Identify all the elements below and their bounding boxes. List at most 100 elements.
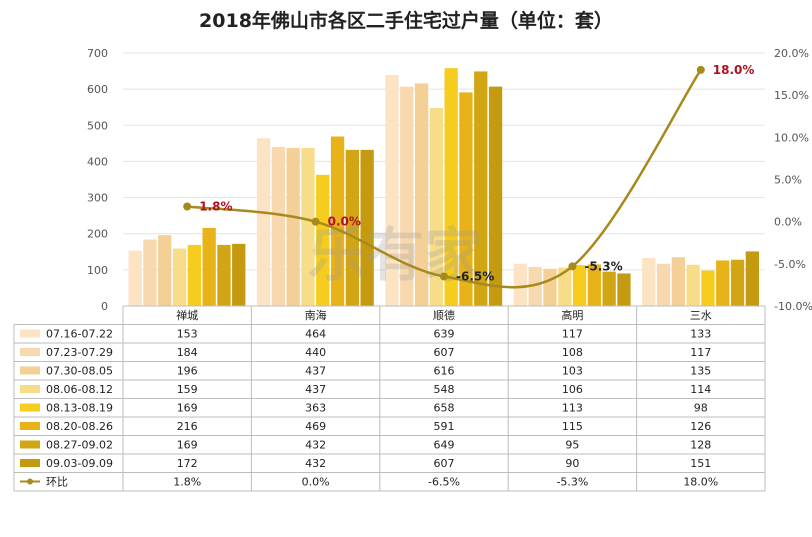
y-left-tick-label: 500 [87,119,108,132]
bar [572,265,587,306]
table-cell: 159 [177,383,198,396]
bar [686,264,700,306]
bar [271,146,285,306]
y-left-tick-label: 600 [87,83,108,96]
y-right-tick-label: 5.0% [774,174,802,187]
y-left-tick-label: 100 [87,264,108,277]
legend-label: 07.16-07.22 [46,328,113,341]
line-data-label: 1.8% [199,199,232,213]
bar [513,263,527,306]
legend-swatch [20,422,40,430]
legend-label: 07.30-08.05 [46,365,113,378]
table-cell: 363 [305,402,326,415]
table-cell: 658 [434,402,455,415]
legend-swatch [20,385,40,393]
y-left-tick-label: 400 [87,155,108,168]
line-point [568,262,577,271]
bar [459,92,473,306]
line-point [183,202,192,211]
bar [385,75,399,306]
table-cell: 184 [177,346,198,359]
table-cell: 639 [434,328,455,341]
legend-swatch [20,403,40,412]
legend-label: 07.23-07.29 [46,346,113,359]
table-cell: 607 [434,457,455,470]
table-cell: 172 [177,457,198,470]
legend-label: 环比 [46,476,68,489]
bar [345,149,359,306]
y-right-tick-label: 0.0% [774,216,802,229]
table-cell: -6.5% [428,476,460,489]
table-cell: 437 [305,365,326,378]
table-cell: 196 [177,365,198,378]
bar [232,243,246,306]
bar [172,248,187,306]
table-cell: 0.0% [302,476,330,489]
bar [187,244,201,306]
table-cell: 126 [690,420,711,433]
bar [528,266,542,306]
bar [444,68,458,307]
table-cell: 114 [690,383,711,396]
legend-label: 08.20-08.26 [46,420,113,433]
legend-swatch [20,329,40,338]
bar [543,268,557,306]
table-cell: 469 [305,420,326,433]
table-cell: 1.8% [173,476,201,489]
line-data-label: 0.0% [328,215,361,229]
bar [642,257,656,306]
bar [671,257,685,306]
table-cell: -5.3% [556,476,588,489]
y-right-tick-label: 20.0% [774,47,809,60]
table-cell: 548 [434,383,455,396]
bar [400,86,414,306]
bar [128,250,142,306]
category-label: 高明 [561,308,583,322]
chart-title: 2018年佛山市各区二手住宅过户量（单位：套） [199,10,613,32]
bar [143,239,157,306]
legend-swatch [20,366,40,375]
bar [330,136,345,306]
table-cell: 591 [434,420,455,433]
table-cell: 607 [434,346,455,359]
legend-line-marker [27,478,33,485]
legend-label: 08.13-08.19 [46,402,113,415]
line-data-label: 18.0% [713,63,755,77]
y-left-tick-label: 0 [101,300,108,313]
line-data-label: -6.5% [456,269,494,283]
table-cell: 18.0% [683,476,718,489]
table-cell: 440 [305,346,326,359]
table-cell: 649 [434,439,455,452]
table-cell: 133 [690,328,711,341]
y-right-tick-label: 10.0% [774,131,809,144]
bar [558,267,572,306]
bar [414,83,429,306]
table-cell: 153 [177,328,198,341]
bar [158,235,172,306]
table-cell: 103 [562,365,583,378]
y-right-tick-label: -10.0% [774,300,812,313]
table-cell: 432 [305,457,326,470]
table-cell: 117 [690,346,711,359]
bar [429,107,443,307]
bar [745,251,759,306]
table-cell: 616 [434,365,455,378]
bar [301,148,315,306]
legend-label: 09.03-09.09 [46,457,113,470]
table-cell: 464 [305,328,326,341]
bar [617,273,631,306]
category-label: 三水 [690,309,712,322]
table-cell: 216 [177,420,198,433]
legend-label: 08.27-09.02 [46,439,113,452]
legend-label: 08.06-08.12 [46,383,113,396]
bar [316,174,330,306]
category-label: 禅城 [176,308,198,322]
table-cell: 128 [690,439,711,452]
bar [656,263,671,306]
bar [202,227,216,306]
category-label: 顺德 [433,308,455,322]
bar [256,138,271,306]
table-cell: 106 [562,383,583,396]
line-point [696,65,705,74]
